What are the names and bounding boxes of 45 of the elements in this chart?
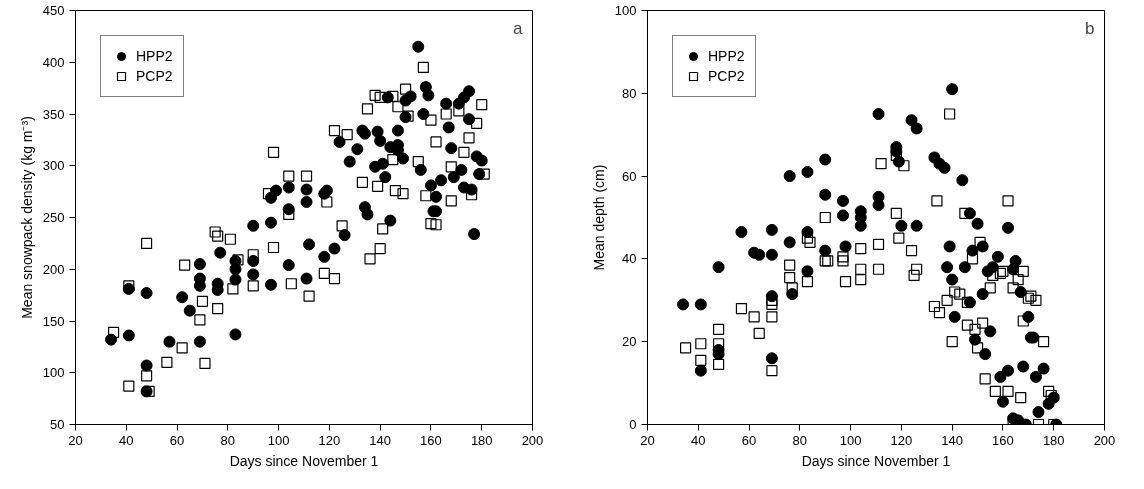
y-tick-label: 250 bbox=[42, 210, 65, 225]
x-tick-label: 80 bbox=[220, 432, 236, 448]
y-tick-label: 100 bbox=[42, 365, 65, 381]
x-tick-label: 140 bbox=[941, 432, 964, 448]
y-tick-label: 350 bbox=[42, 106, 65, 122]
x-tick-label: 120 bbox=[318, 432, 341, 448]
annotation: a bbox=[513, 18, 524, 38]
y-tick-label: 60 bbox=[622, 168, 637, 184]
x-tick-label: 100 bbox=[839, 432, 862, 448]
y-tick-label: 150 bbox=[42, 313, 65, 329]
y-tick-label: 50 bbox=[50, 417, 65, 432]
x-tick-label: 20 bbox=[68, 432, 83, 448]
x-tick-label: 120 bbox=[890, 432, 913, 448]
x-tick-label: 60 bbox=[741, 432, 757, 448]
x-tick-label: 20 bbox=[640, 432, 655, 448]
x-tick-label: 100 bbox=[267, 432, 290, 448]
y-axis-title: Mean depth (cm) bbox=[590, 164, 607, 271]
y-tick-label: 200 bbox=[42, 261, 65, 277]
y-axis-title: Mean snowpack density (kg m⁻³) bbox=[18, 116, 35, 319]
x-tick-label: 60 bbox=[169, 432, 185, 448]
y-tick-label: 80 bbox=[622, 85, 637, 101]
x-axis-title: Days since November 1 bbox=[229, 452, 379, 469]
x-tick-label: 40 bbox=[691, 432, 706, 448]
y-tick-label: 0 bbox=[629, 417, 637, 432]
x-tick-label: 160 bbox=[992, 432, 1014, 448]
x-tick-label: 160 bbox=[420, 432, 442, 448]
annotation: b bbox=[1085, 18, 1095, 38]
legend-label: HPP2 bbox=[136, 47, 173, 66]
y-tick-label: 100 bbox=[614, 3, 637, 18]
y-tick-label: 400 bbox=[42, 54, 65, 70]
y-tick-label: 450 bbox=[42, 3, 65, 18]
x-tick-label: 180 bbox=[470, 432, 493, 448]
x-tick-label: 140 bbox=[369, 432, 392, 448]
y-tick-label: 300 bbox=[42, 158, 65, 174]
legend-label: PCP2 bbox=[136, 67, 173, 86]
legend-label: PCP2 bbox=[708, 67, 745, 86]
x-axis-title: Days since November 1 bbox=[801, 452, 951, 469]
x-tick-label: 80 bbox=[792, 432, 808, 448]
x-tick-label: 200 bbox=[521, 432, 544, 448]
x-tick-label: 180 bbox=[1042, 432, 1065, 448]
x-tick-label: 200 bbox=[1093, 432, 1116, 448]
x-tick-label: 40 bbox=[119, 432, 134, 448]
y-tick-label: 40 bbox=[622, 251, 637, 267]
legend-label: HPP2 bbox=[708, 47, 745, 66]
y-tick-label: 20 bbox=[622, 334, 637, 350]
